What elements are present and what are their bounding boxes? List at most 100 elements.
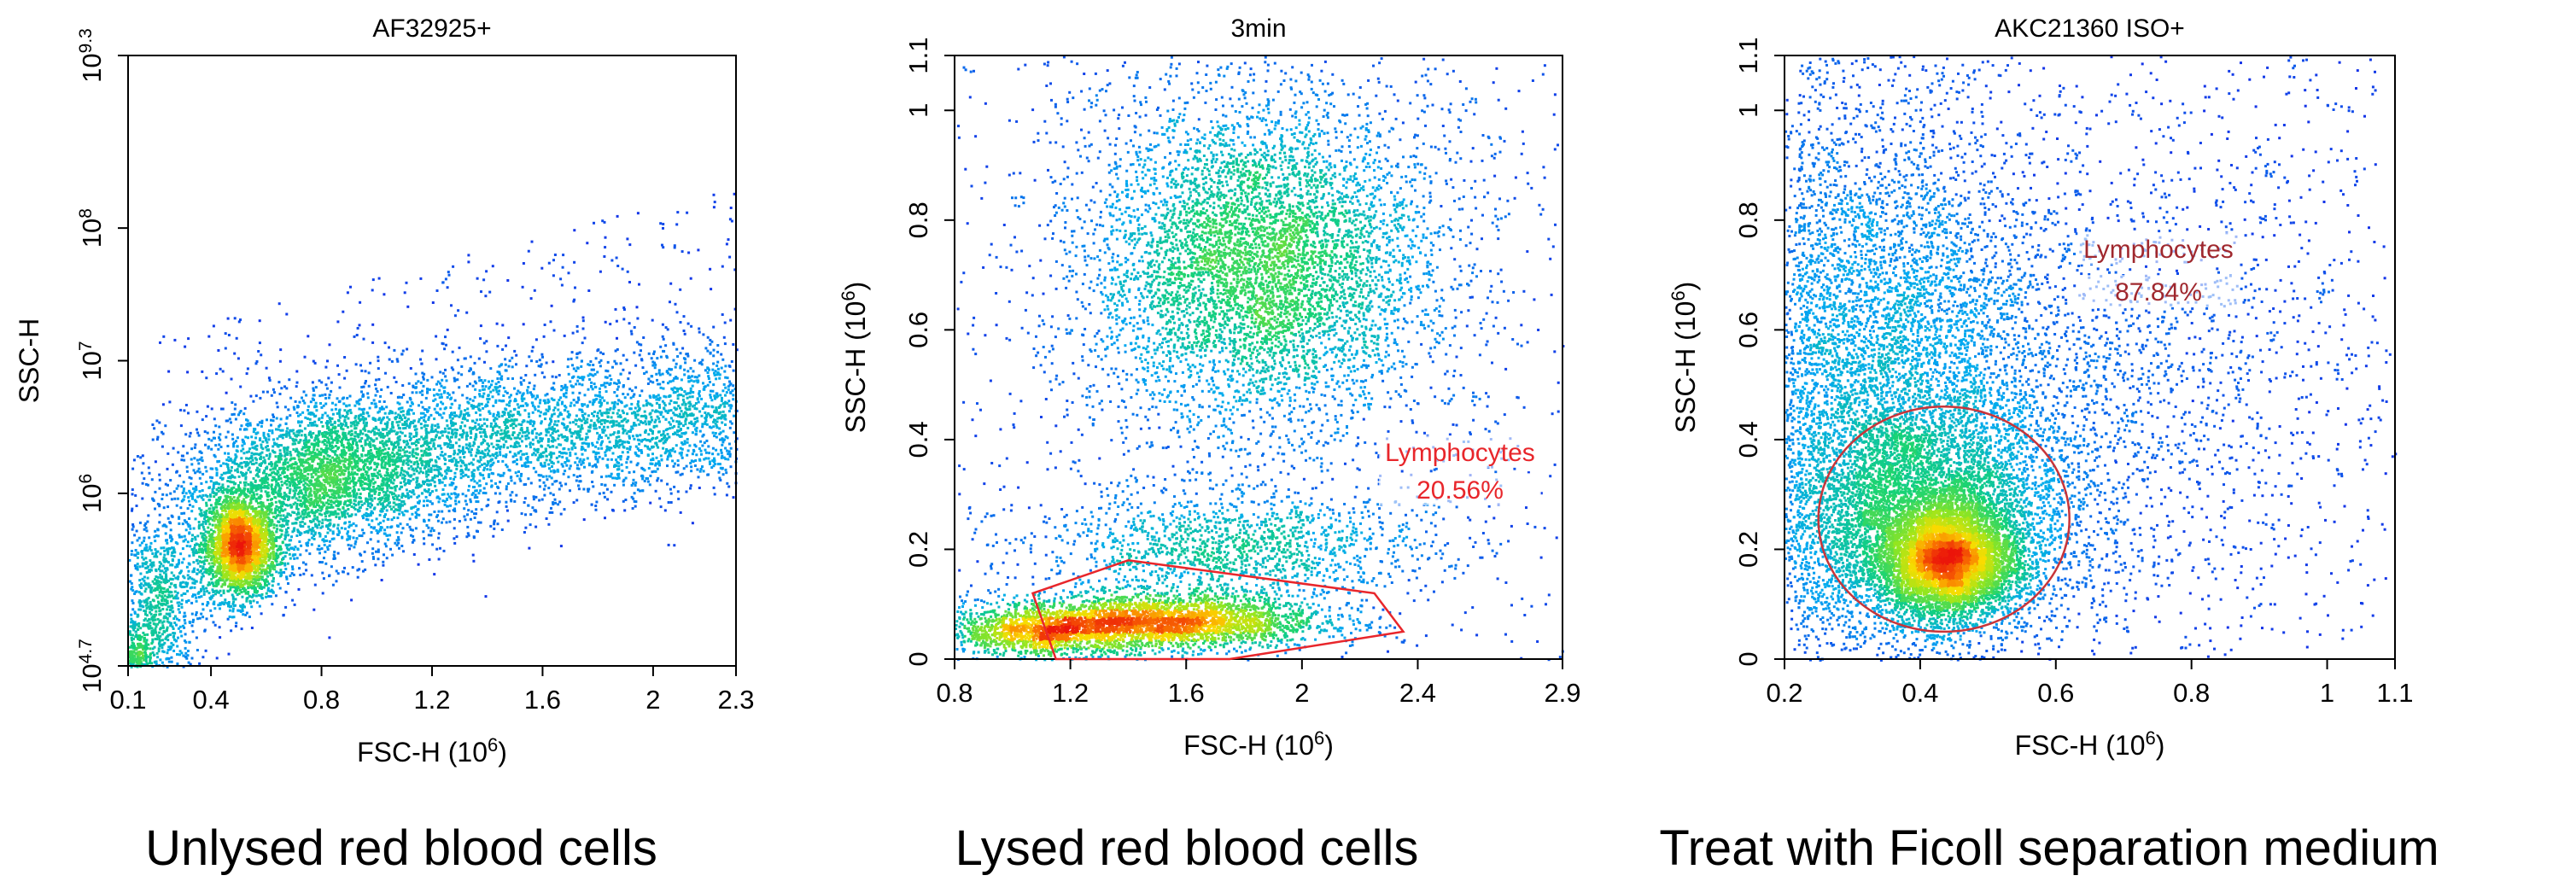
data-point xyxy=(275,501,277,504)
data-point xyxy=(257,561,260,563)
data-point xyxy=(246,510,248,512)
data-point xyxy=(247,591,249,593)
data-point xyxy=(245,457,248,459)
data-point xyxy=(302,573,305,575)
data-point xyxy=(218,443,220,446)
data-point xyxy=(234,590,237,592)
data-point xyxy=(216,510,219,512)
data-point xyxy=(239,562,242,564)
data-point xyxy=(214,526,217,528)
data-point xyxy=(332,584,335,587)
data-point xyxy=(195,614,197,616)
data-point xyxy=(289,553,291,556)
data-point xyxy=(370,538,372,540)
data-point xyxy=(213,552,215,554)
data-point xyxy=(214,624,217,627)
data-point xyxy=(226,570,229,573)
data-point xyxy=(279,575,282,577)
data-point xyxy=(247,587,249,589)
data-point xyxy=(223,542,225,545)
data-point xyxy=(200,579,202,581)
data-point xyxy=(186,466,189,469)
data-point xyxy=(230,503,232,505)
data-point xyxy=(237,544,239,546)
data-point xyxy=(226,558,229,561)
data-point xyxy=(207,602,209,604)
data-point xyxy=(279,545,282,547)
data-point xyxy=(194,471,196,474)
data-point xyxy=(215,545,218,547)
data-point xyxy=(142,462,144,464)
data-point xyxy=(308,552,311,555)
data-point xyxy=(211,535,213,538)
data-point xyxy=(251,627,254,629)
data-point xyxy=(213,517,215,519)
data-point xyxy=(266,570,268,573)
data-point xyxy=(207,432,209,435)
data-point xyxy=(225,555,227,557)
data-point xyxy=(229,583,231,586)
data-point xyxy=(237,557,240,559)
data-point xyxy=(196,569,199,571)
data-point xyxy=(234,555,237,557)
data-point xyxy=(350,598,353,601)
data-point xyxy=(253,535,255,538)
data-point xyxy=(231,481,233,483)
data-point xyxy=(219,604,222,606)
data-point xyxy=(202,526,205,528)
data-point xyxy=(205,556,207,558)
data-point xyxy=(248,541,250,544)
data-point xyxy=(245,569,248,571)
data-point xyxy=(318,523,320,526)
data-point xyxy=(200,595,202,598)
data-point xyxy=(199,565,202,568)
data-point xyxy=(248,581,250,584)
data-point xyxy=(245,577,248,580)
data-point xyxy=(329,484,331,487)
data-point xyxy=(231,530,233,533)
data-point xyxy=(229,605,231,608)
data-point xyxy=(280,548,283,551)
data-point xyxy=(242,565,245,568)
data-point xyxy=(234,569,237,572)
data-point xyxy=(211,562,213,564)
data-point xyxy=(259,572,261,575)
data-point xyxy=(252,552,254,555)
data-point xyxy=(202,552,204,554)
data-point xyxy=(270,595,272,598)
density-points-1 xyxy=(128,193,739,668)
data-point xyxy=(232,580,235,582)
data-point xyxy=(238,569,241,572)
data-point xyxy=(276,528,278,530)
data-point xyxy=(272,577,275,580)
data-point xyxy=(225,567,228,569)
data-point xyxy=(296,557,299,559)
data-point xyxy=(233,583,236,586)
data-point xyxy=(227,556,230,558)
data-point xyxy=(245,534,248,536)
data-point xyxy=(265,490,267,493)
data-point xyxy=(246,566,248,569)
data-point xyxy=(182,522,184,525)
data-point xyxy=(168,400,171,403)
data-point xyxy=(280,571,283,574)
data-point xyxy=(227,537,230,540)
data-point xyxy=(263,559,266,562)
data-point xyxy=(229,513,231,516)
data-point xyxy=(252,581,254,584)
data-point xyxy=(253,578,255,581)
data-point xyxy=(289,575,292,577)
data-point xyxy=(243,547,246,550)
data-point xyxy=(273,523,276,526)
data-point xyxy=(244,589,247,592)
data-point xyxy=(202,521,205,523)
data-point xyxy=(260,612,263,615)
data-point xyxy=(225,575,227,577)
data-point xyxy=(237,546,240,548)
data-point xyxy=(208,499,211,501)
data-point xyxy=(249,575,252,577)
data-point xyxy=(217,591,219,593)
data-point xyxy=(257,556,260,558)
data-point xyxy=(195,486,197,488)
data-point xyxy=(209,610,212,612)
